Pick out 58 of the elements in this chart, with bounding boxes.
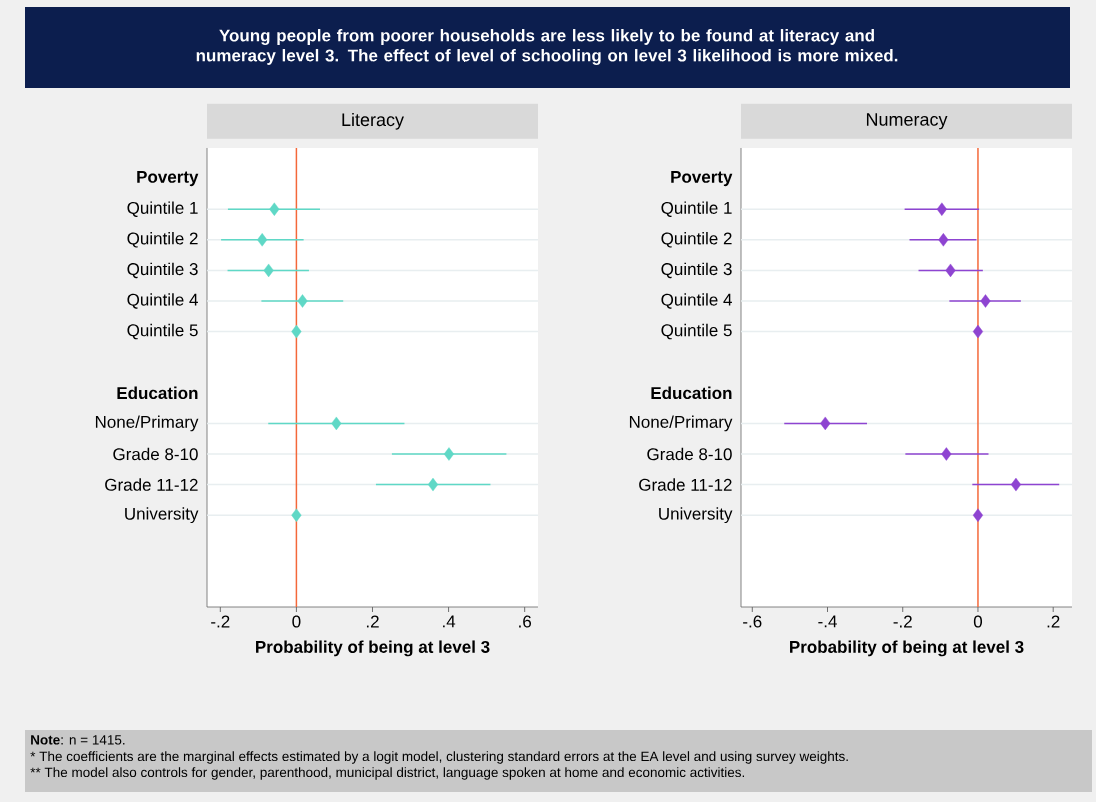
point xyxy=(263,263,274,278)
x-tick-label: -.2 xyxy=(893,615,912,628)
point xyxy=(972,508,984,522)
y-tick-label: None/Primary xyxy=(629,415,733,432)
x-tick-label: -.4 xyxy=(818,615,837,628)
chart-title: Literacy xyxy=(342,112,404,130)
point xyxy=(941,447,952,461)
x-tick-label: .4 xyxy=(443,615,456,628)
point xyxy=(936,202,947,216)
y-tick-label: Poverty xyxy=(671,170,733,187)
text: Note: n = 1415. xyxy=(31,735,125,745)
y-tick-label: Quintile 3 xyxy=(661,262,732,279)
y-tick-label: Poverty xyxy=(137,170,199,187)
point xyxy=(945,263,956,278)
x-tick-label: -.6 xyxy=(743,615,762,628)
x-tick-label: 0 xyxy=(973,615,983,628)
y-tick-label: Quintile 1 xyxy=(661,201,732,217)
point xyxy=(820,416,831,431)
y-tick-label: Grade 8-10 xyxy=(113,447,198,461)
point xyxy=(291,508,302,522)
y-tick-label: Quintile 4 xyxy=(127,293,198,309)
point xyxy=(980,294,991,308)
point xyxy=(938,233,949,247)
y-tick-label: University xyxy=(125,507,199,524)
point xyxy=(291,324,302,339)
x-tick-label: .2 xyxy=(366,615,379,628)
point xyxy=(443,447,455,461)
x-axis-title: Probability of being at level 3 xyxy=(790,640,1024,657)
y-tick-label: Education xyxy=(117,386,198,400)
point xyxy=(972,324,984,339)
text: ** The model also controls for gender, parenthood, municipal district, language spoken at home and economic activities. xyxy=(30,767,745,780)
y-tick-label: Grade 8-10 xyxy=(647,447,732,461)
text: Young people from poorer households are less likely to be found at literacy and numeracy level 3. The effect of level of schooling on level 3 likelihood is more mixed. xyxy=(196,29,898,65)
x-tick-label: -.2 xyxy=(211,615,230,628)
point xyxy=(427,477,439,492)
y-tick-label: Quintile 2 xyxy=(661,232,732,248)
y-tick-label: Quintile 5 xyxy=(661,323,732,340)
y-tick-label: Grade 11-12 xyxy=(105,478,198,491)
point xyxy=(257,233,268,247)
x-tick-label: .2 xyxy=(1047,615,1060,628)
text: * The coefficients are the marginal effects estimated by a logit model, clustering standard errors at the EA level and using survey weights. xyxy=(30,751,848,764)
x-tick-label: .6 xyxy=(519,615,532,628)
x-axis-title: Probability of being at level 3 xyxy=(256,640,490,657)
y-tick-label: Quintile 3 xyxy=(127,262,198,279)
y-tick-label: Quintile 4 xyxy=(661,293,732,309)
y-tick-label: Grade 11-12 xyxy=(639,478,732,491)
y-tick-label: Quintile 1 xyxy=(127,201,198,217)
x-tick-label: 0 xyxy=(292,615,301,628)
point xyxy=(269,202,280,216)
y-tick-label: Education xyxy=(651,386,732,400)
point xyxy=(297,294,308,308)
point xyxy=(331,416,342,431)
y-tick-label: None/Primary xyxy=(95,415,199,432)
y-tick-label: Quintile 5 xyxy=(127,323,198,340)
y-tick-label: University xyxy=(659,507,733,524)
point xyxy=(1010,477,1022,492)
y-tick-label: Quintile 2 xyxy=(127,232,198,248)
chart-title: Numeracy xyxy=(866,113,948,130)
